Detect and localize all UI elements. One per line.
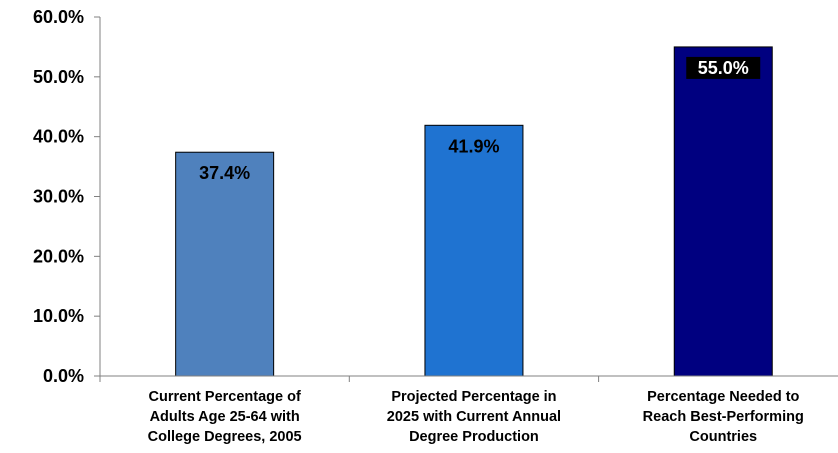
y-tick-label: 20.0%: [33, 246, 84, 266]
data-label: 37.4%: [199, 163, 250, 183]
x-category-label: Projected Percentage in 2025 with Current…: [387, 389, 561, 445]
y-tick-label: 30.0%: [33, 187, 84, 207]
x-category-label-line: Adults Age 25-64 with: [150, 409, 300, 425]
labels-layer: 0.0% 10.0% 20.0% 30.0% 40.0% 50.0% 60.0% 37.4% 4…: [33, 7, 804, 445]
data-label-background: [686, 56, 761, 79]
data-label: 55.0%: [698, 58, 749, 78]
x-category-label-line: 2025 with Current Annual: [387, 409, 561, 425]
x-category-label-line: College Degrees, 2005: [148, 429, 302, 445]
x-category-label-line: Degree Production: [409, 429, 539, 445]
x-category-label-line: Current Percentage of: [149, 389, 301, 405]
bars-layer: [175, 46, 773, 377]
x-category-label: Percentage Needed to Reach Best-Performin…: [643, 389, 804, 445]
bar-3: [673, 46, 773, 377]
x-category-label-line: Projected Percentage in: [391, 389, 556, 405]
y-tick-label: 10.0%: [33, 306, 84, 326]
y-tick-label: 60.0%: [33, 7, 84, 27]
x-category-label-line: Percentage Needed to: [647, 389, 799, 405]
bar-2: [424, 124, 524, 377]
y-tick-label: 50.0%: [33, 67, 84, 87]
axes-layer: [94, 16, 838, 382]
data-label: 41.9%: [448, 136, 499, 156]
x-category-label-line: Reach Best-Performing: [643, 409, 804, 425]
y-tick-label: 0.0%: [43, 366, 84, 386]
x-category-label-line: Countries: [689, 429, 757, 445]
x-category-label: Current Percentage of Adults Age 25-64 wi…: [148, 389, 302, 445]
bar-1: [175, 151, 275, 377]
y-tick-label: 40.0%: [33, 127, 84, 147]
